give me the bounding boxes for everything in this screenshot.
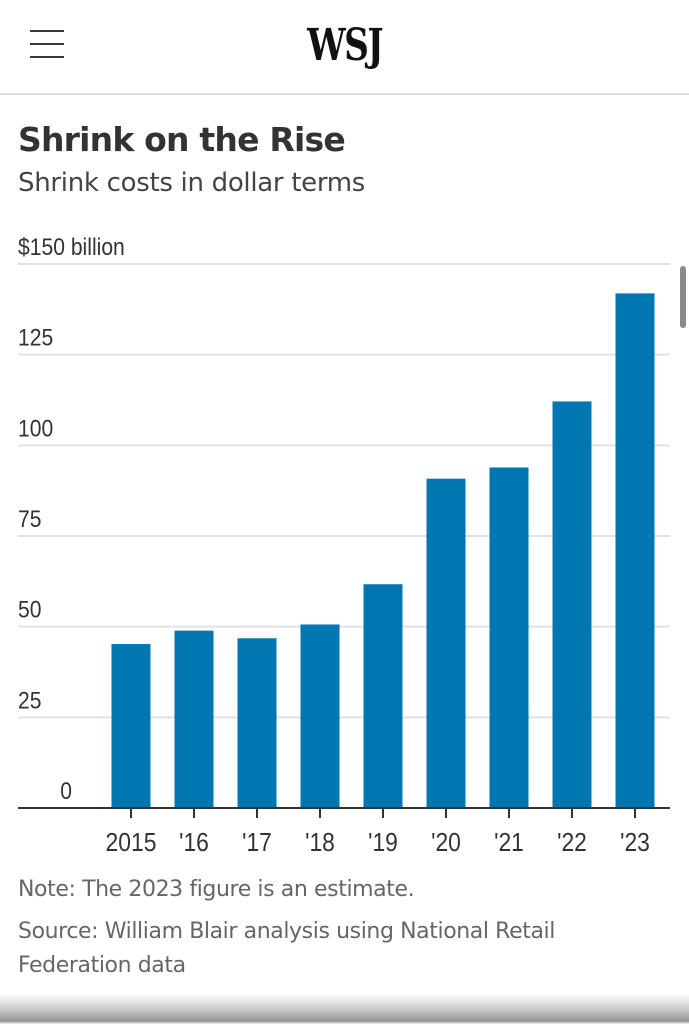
x-tick-label-18: '18 — [305, 829, 335, 858]
x-tick-label-17: '17 — [242, 829, 272, 858]
x-tick-label-22: '22 — [557, 829, 587, 858]
y-tick-label-0: 0 — [60, 778, 72, 805]
bars — [111, 293, 655, 809]
chart-source: Source: William Blair analysis using Nat… — [18, 919, 555, 978]
bar-16 — [174, 630, 214, 808]
y-tick-label-50: 50 — [18, 596, 41, 623]
bar-2015 — [111, 644, 151, 808]
hamburger-menu-icon[interactable] — [28, 28, 66, 60]
chart-title: Shrink on the Rise — [18, 120, 346, 159]
y-tick-label-150: $150 billion — [18, 234, 125, 261]
y-tick-label-100: 100 — [18, 415, 53, 442]
bar-20 — [426, 478, 466, 808]
x-tick-label-16: '16 — [179, 829, 209, 858]
bar-17 — [237, 638, 277, 808]
wsj-logo[interactable]: WSJ — [307, 20, 383, 71]
y-tick-label-125: 125 — [18, 324, 53, 351]
bottom-shadow — [0, 994, 689, 1024]
x-tick-label-20: '20 — [431, 829, 461, 858]
scrollbar[interactable] — [680, 266, 686, 328]
bar-chart: 0 25 50 75 100 125 $150 billion 2015 '16 '17 '18 '… — [18, 234, 670, 858]
y-tick-label-75: 75 — [18, 506, 41, 533]
bar-19 — [363, 584, 403, 808]
bar-23 — [615, 293, 655, 809]
chart-subtitle: Shrink costs in dollar terms — [18, 168, 366, 198]
x-tick-label-23: '23 — [620, 829, 650, 858]
gridlines: 0 25 50 75 100 125 $150 billion — [18, 234, 670, 805]
top-bar: WSJ — [0, 0, 689, 95]
bar-18 — [300, 624, 340, 808]
x-tick-label-2015: 2015 — [106, 829, 157, 858]
x-tick-label-19: '19 — [368, 829, 398, 858]
y-tick-label-25: 25 — [18, 687, 41, 714]
chart-note: Note: The 2023 figure is an estimate. — [18, 877, 415, 902]
x-tick-label-21: '21 — [494, 829, 524, 858]
x-axis: 2015 '16 '17 '18 '19 '20 '21 '22 '23 — [18, 807, 670, 858]
bar-22 — [552, 401, 592, 808]
bar-21 — [489, 467, 529, 808]
